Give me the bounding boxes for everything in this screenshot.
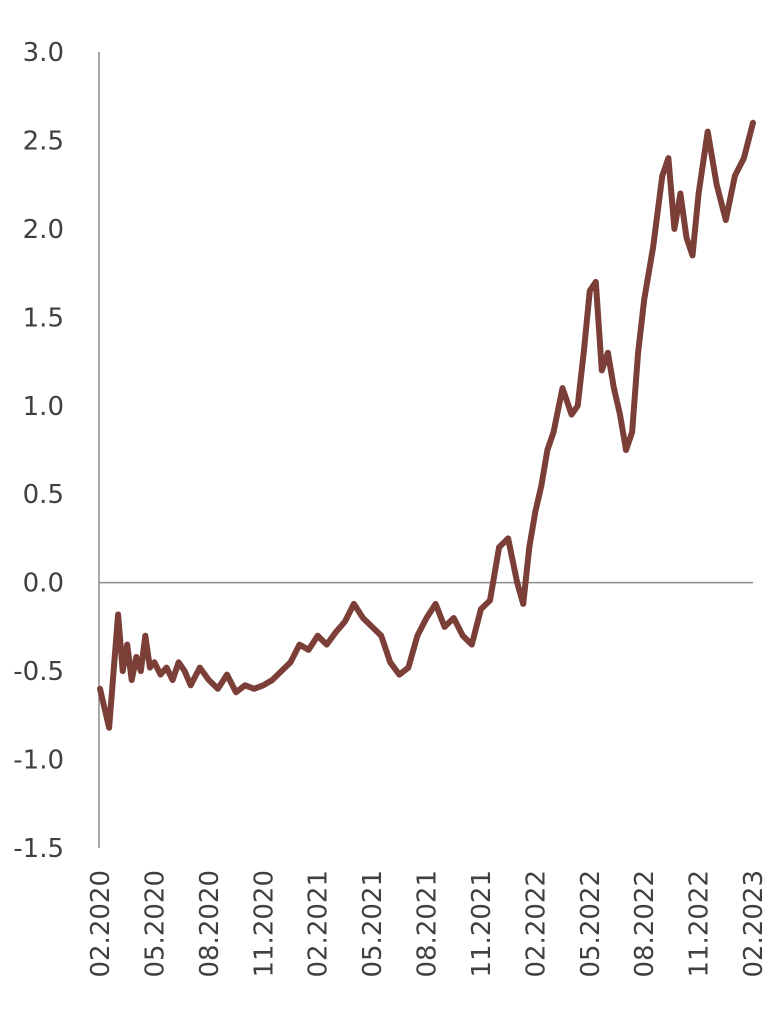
x-tick-label: 11.2021 — [467, 870, 497, 978]
x-tick-label: 05.2021 — [358, 870, 388, 978]
x-tick-label: 08.2020 — [195, 870, 225, 978]
x-tick-label: 08.2022 — [630, 870, 660, 978]
x-tick-label: 02.2021 — [304, 870, 334, 978]
y-axis-tick-labels: 3.0 2.5 2.0 1.5 1.0 0.5 0.0 -0.5 -1.0 -1.5 — [13, 38, 64, 864]
x-tick-label: 11.2022 — [685, 870, 715, 978]
y-tick-label: -1.5 — [13, 834, 64, 864]
x-tick-label: 02.2020 — [86, 870, 116, 978]
series-line — [97, 119, 756, 731]
x-tick-label: 05.2022 — [576, 870, 606, 978]
x-tick-label: 11.2020 — [249, 870, 279, 978]
x-tick-label: 02.2022 — [521, 870, 551, 978]
y-tick-label: 3.0 — [23, 38, 64, 68]
series-group — [97, 119, 756, 731]
y-tick-label: 1.5 — [23, 303, 64, 333]
y-tick-label: 0.5 — [23, 480, 64, 510]
x-axis-tick-labels: 02.2020 05.2020 08.2020 11.2020 02.2021 05.20… — [86, 870, 769, 978]
y-tick-label: -0.5 — [13, 657, 64, 687]
y-tick-label: 2.5 — [23, 126, 64, 156]
x-tick-label: 05.2020 — [140, 870, 170, 978]
x-tick-label: 02.2023 — [739, 870, 769, 978]
y-tick-label: 0.0 — [23, 569, 64, 599]
x-tick-label: 08.2021 — [413, 870, 443, 978]
y-tick-label: 1.0 — [23, 392, 64, 422]
y-tick-label: 2.0 — [23, 215, 64, 245]
y-tick-label: -1.0 — [13, 746, 64, 776]
